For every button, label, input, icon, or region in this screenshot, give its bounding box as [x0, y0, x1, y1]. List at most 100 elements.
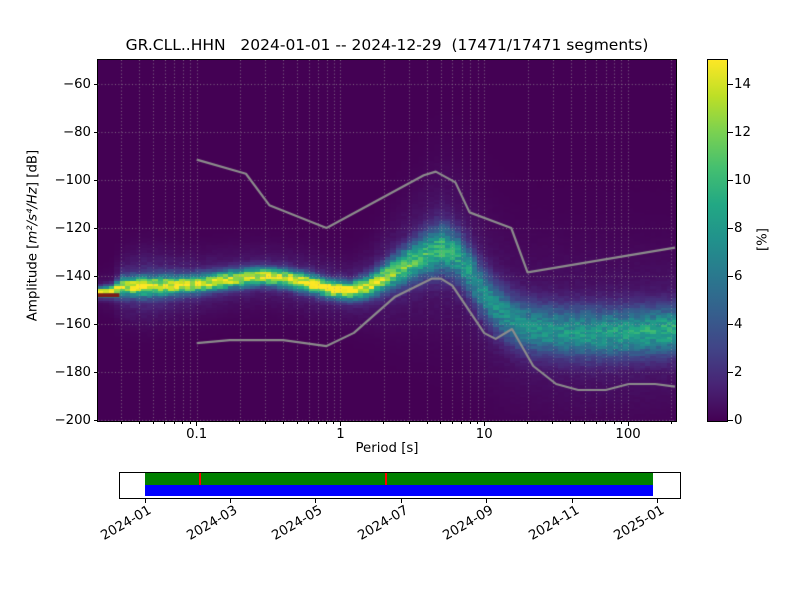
x-minor-tick: [264, 421, 266, 424]
y-tick: [93, 131, 98, 133]
x-minor-tick: [584, 421, 586, 424]
x-minor-tick: [451, 421, 453, 424]
y-axis-label: Amplitude [m²/s⁴/Hz] [dB]: [26, 121, 41, 351]
colorbar-tick-label: 6: [734, 268, 743, 284]
x-minor-tick: [282, 421, 284, 424]
colorbar-tick: [728, 371, 733, 373]
y-axis-label-units: m²/s⁴/Hz: [25, 187, 41, 244]
x-minor-tick: [595, 421, 597, 424]
colorbar-tick: [728, 275, 733, 277]
x-tick-label: 100: [615, 427, 641, 442]
x-minor-tick: [440, 421, 442, 424]
timeline-gap-marker: [199, 473, 201, 485]
colorbar-tick-label: 4: [734, 316, 743, 332]
x-minor-tick: [383, 421, 385, 424]
y-tick-label: −100: [54, 172, 91, 188]
x-minor-tick: [527, 421, 529, 424]
plot-area: [97, 59, 677, 422]
y-tick-label: −200: [54, 412, 91, 428]
x-minor-tick: [308, 421, 310, 424]
timeline-box: [119, 472, 681, 499]
colorbar-gradient: [708, 60, 727, 421]
timeline-tick-label: 2024-05: [269, 503, 326, 544]
y-tick-label: −180: [54, 364, 91, 380]
x-minor-tick: [164, 421, 166, 424]
colorbar-tick-label: 12: [734, 124, 751, 140]
y-tick: [93, 83, 98, 85]
y-tick-label: −60: [62, 76, 91, 92]
x-minor-tick: [461, 421, 463, 424]
x-minor-tick: [239, 421, 241, 424]
ppsd-heatmap-canvas: [98, 60, 676, 421]
x-minor-tick: [326, 421, 328, 424]
timeline-tick-label: 2024-01: [98, 503, 155, 544]
y-tick: [93, 371, 98, 373]
timeline-gap-marker: [385, 473, 388, 485]
y-axis-label-suffix: ] [dB]: [25, 149, 41, 188]
x-minor-tick: [670, 421, 672, 424]
timeline-tick-label: 2025-01: [611, 503, 667, 544]
y-tick: [93, 275, 98, 277]
x-minor-tick: [552, 421, 554, 424]
y-tick: [93, 323, 98, 325]
x-minor-tick: [426, 421, 428, 424]
timeline-tick: [229, 498, 231, 503]
x-minor-tick: [173, 421, 175, 424]
timeline-tick: [400, 498, 402, 503]
y-tick: [93, 419, 98, 421]
x-minor-tick: [189, 421, 191, 424]
timeline-tick: [315, 498, 317, 503]
plot-title: GR.CLL..HHN 2024-01-01 -- 2024-12-29 (17…: [125, 36, 649, 54]
x-major-tick: [339, 421, 341, 426]
x-major-tick: [196, 421, 198, 426]
y-tick-label: −120: [54, 220, 91, 236]
y-tick-label: −160: [54, 316, 91, 332]
x-minor-tick: [570, 421, 572, 424]
x-axis-label: Period [s]: [355, 441, 419, 456]
timeline-tick-label: 2024-03: [184, 503, 240, 544]
x-major-tick: [627, 421, 629, 426]
timeline-tick-label: 2024-07: [355, 503, 411, 544]
y-tick-label: −140: [54, 268, 91, 284]
x-major-tick: [483, 421, 485, 426]
x-minor-tick: [408, 421, 410, 424]
colorbar-tick: [728, 419, 733, 421]
colorbar-tick-label: 2: [734, 364, 743, 380]
colorbar-tick-label: 8: [734, 220, 743, 236]
y-tick: [93, 227, 98, 229]
x-minor-tick: [120, 421, 122, 424]
x-minor-tick: [477, 421, 479, 424]
timeline-tick: [144, 498, 146, 503]
colorbar-tick: [728, 179, 733, 181]
y-tick: [93, 179, 98, 181]
x-minor-tick: [333, 421, 335, 424]
timeline-tick-label: 2024-09: [440, 503, 497, 544]
y-axis-label-prefix: Amplitude [: [25, 243, 41, 322]
x-minor-tick: [296, 421, 298, 424]
y-tick-label: −80: [62, 124, 91, 140]
timeline-tick: [486, 498, 488, 503]
colorbar-tick: [728, 131, 733, 133]
x-minor-tick: [138, 421, 140, 424]
x-minor-tick: [620, 421, 622, 424]
x-minor-tick: [605, 421, 607, 424]
timeline-tick: [657, 498, 658, 503]
colorbar: [707, 59, 728, 422]
colorbar-label: [%]: [755, 228, 771, 252]
x-tick-label: 10: [475, 427, 493, 442]
x-minor-tick: [317, 421, 319, 424]
timeline-tick-label: 2024-11: [525, 503, 582, 544]
colorbar-tick: [728, 227, 733, 229]
x-tick-label: 0.1: [186, 427, 208, 442]
colorbar-tick-label: 0: [734, 412, 743, 428]
x-minor-tick: [469, 421, 471, 424]
colorbar-tick: [728, 83, 733, 85]
x-minor-tick: [182, 421, 184, 424]
colorbar-tick-label: 10: [734, 172, 751, 188]
timeline-extent-bar: [144, 484, 653, 497]
colorbar-tick: [728, 323, 733, 325]
timeline-tick: [571, 498, 573, 503]
timeline-coverage-bar: [144, 473, 653, 485]
x-minor-tick: [152, 421, 154, 424]
